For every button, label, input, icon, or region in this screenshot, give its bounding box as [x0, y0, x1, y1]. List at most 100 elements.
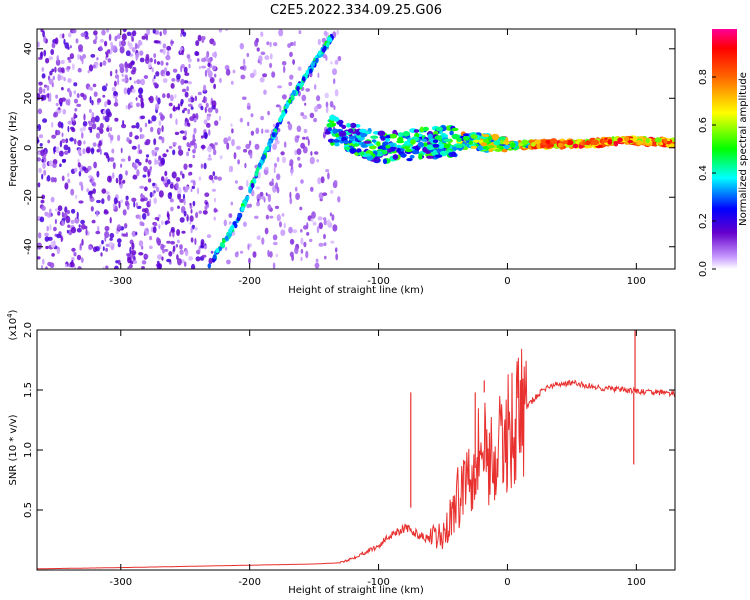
noise-cell	[91, 111, 95, 118]
noise-cell	[110, 245, 115, 251]
noise-cell	[91, 219, 96, 224]
carrier-cell	[385, 137, 390, 142]
carrier-cell	[432, 139, 439, 143]
noise-cell	[62, 33, 65, 39]
noise-cell	[263, 89, 267, 95]
noise-cell	[96, 170, 100, 178]
noise-cell	[134, 135, 139, 140]
noise-cell	[190, 227, 193, 234]
noise-cell	[90, 206, 94, 212]
carrier-cell	[355, 124, 361, 128]
noise-cell	[104, 225, 110, 232]
noise-cell	[114, 205, 118, 211]
noise-cell	[194, 95, 198, 102]
carrier-cell	[601, 139, 608, 143]
noise-cell	[278, 29, 284, 37]
noise-cell	[80, 257, 84, 263]
noise-cell	[63, 150, 69, 155]
noise-cell	[120, 158, 126, 162]
noise-cell	[289, 238, 295, 245]
noise-cell	[92, 142, 97, 147]
noise-cell	[158, 155, 162, 161]
noise-cell	[313, 105, 319, 113]
noise-cell	[317, 38, 321, 46]
noise-cell	[209, 175, 214, 181]
noise-cell	[56, 55, 59, 62]
noise-cell	[170, 94, 174, 102]
noise-cell	[118, 201, 121, 209]
noise-cell	[247, 244, 250, 251]
noise-cell	[182, 31, 187, 37]
y-tick-label: 1.0	[23, 442, 34, 458]
noise-cell	[83, 113, 86, 121]
noise-cell	[178, 149, 184, 156]
noise-cell	[69, 137, 74, 142]
noise-cell	[85, 228, 88, 236]
carrier-cell	[327, 127, 332, 132]
noise-cell	[259, 61, 262, 65]
noise-cell	[51, 134, 57, 139]
noise-cell	[224, 246, 228, 251]
noise-cell	[64, 263, 68, 268]
noise-cell	[194, 227, 198, 231]
track-cell	[322, 47, 326, 53]
noise-cell	[70, 226, 77, 234]
noise-cell	[109, 232, 115, 239]
carrier-cell	[572, 143, 579, 149]
carrier-cell	[443, 138, 451, 142]
track-cell	[241, 206, 245, 212]
noise-cell	[179, 130, 185, 134]
noise-cell	[112, 162, 116, 170]
noise-cell	[330, 61, 333, 65]
noise-cell	[93, 39, 97, 45]
noise-cell	[141, 35, 147, 40]
noise-cell	[152, 190, 155, 197]
noise-cell	[294, 246, 299, 255]
noise-cell	[57, 211, 61, 216]
noise-cell	[89, 96, 92, 104]
noise-cell	[316, 226, 320, 234]
noise-cell	[80, 55, 83, 62]
noise-cell	[41, 173, 44, 180]
carrier-cell	[343, 140, 349, 144]
noise-cell	[200, 65, 207, 69]
noise-cell	[162, 93, 166, 99]
noise-cell	[99, 122, 104, 129]
noise-cell	[154, 40, 161, 44]
noise-cell	[134, 165, 138, 170]
noise-cell	[71, 63, 75, 71]
noise-cell	[215, 108, 219, 114]
noise-cell	[138, 240, 144, 247]
noise-cell	[47, 92, 50, 99]
carrier-cell	[363, 140, 372, 144]
noise-cell	[334, 247, 338, 253]
noise-cell	[38, 232, 42, 239]
carrier-cell	[462, 136, 470, 141]
noise-cell	[73, 167, 78, 173]
carrier-cell	[373, 156, 380, 163]
noise-cell	[76, 254, 82, 261]
noise-cell	[179, 198, 185, 203]
noise-cell	[174, 94, 177, 99]
noise-cell	[136, 169, 140, 177]
noise-cell	[209, 77, 215, 84]
noise-cell	[63, 38, 66, 45]
noise-cell	[300, 237, 304, 245]
noise-cell	[269, 41, 272, 48]
noise-cell	[67, 172, 70, 178]
noise-cell	[187, 148, 191, 152]
noise-cell	[59, 150, 64, 157]
noise-cell	[61, 132, 64, 138]
noise-cell	[136, 79, 141, 85]
noise-cell	[120, 199, 123, 203]
spectrogram-heatmap	[37, 29, 675, 269]
noise-cell	[129, 132, 132, 138]
noise-cell	[325, 55, 328, 61]
noise-cell	[49, 70, 53, 76]
noise-cell	[61, 211, 64, 218]
noise-cell	[273, 162, 278, 168]
carrier-cell	[627, 139, 634, 144]
carrier-cell	[426, 155, 434, 159]
y-tick-label: -20	[23, 189, 34, 205]
